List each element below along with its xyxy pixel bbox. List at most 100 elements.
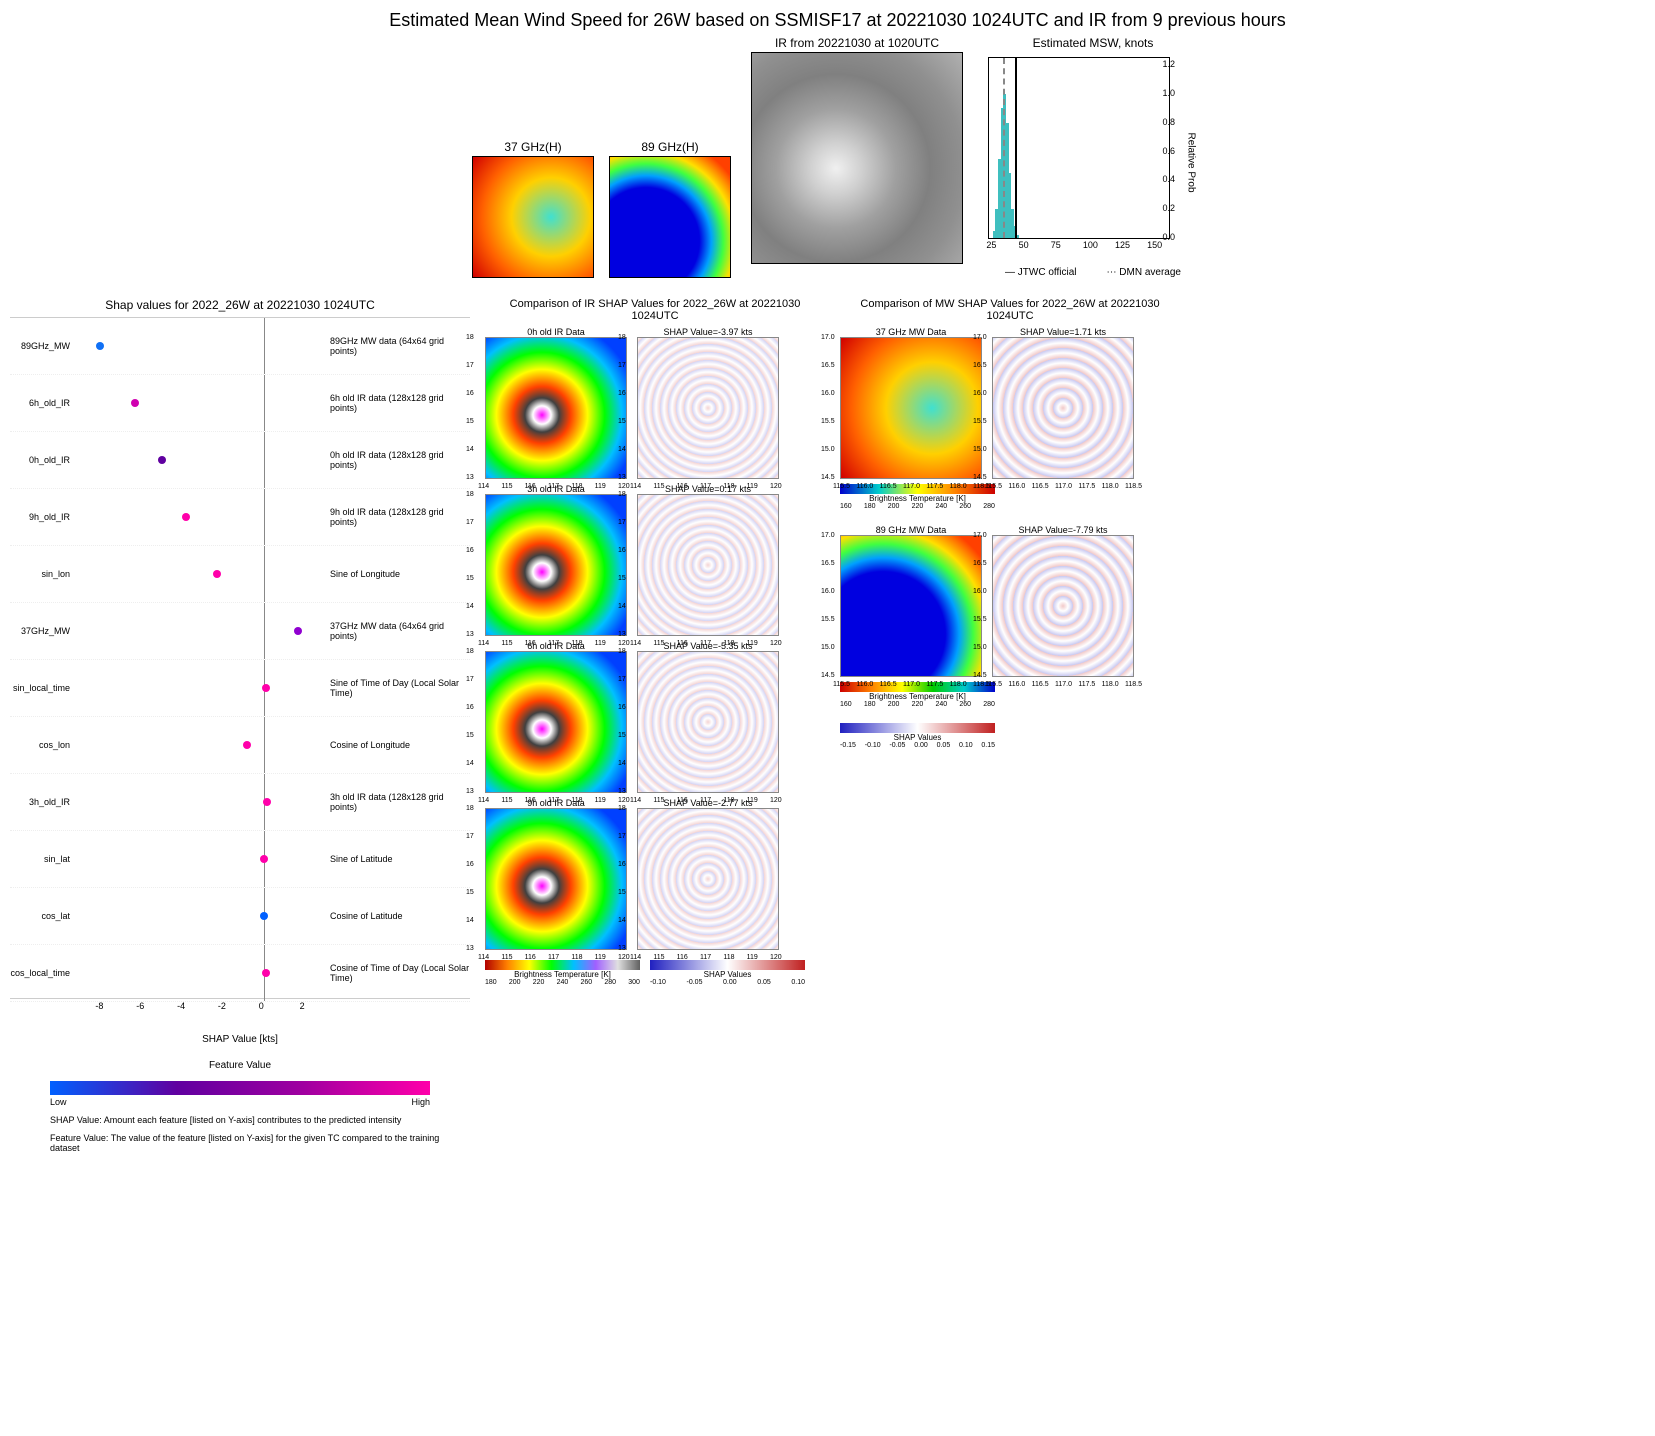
sub-img: 131415161718114115116117118119120 (485, 337, 627, 479)
shap-dot (213, 570, 221, 578)
sub-ytick: 15.5 (821, 418, 835, 425)
sub-ytick: 18 (618, 491, 626, 498)
cbar-tick: 200 (888, 503, 900, 510)
shap-ylabel: 9h_old_IR (10, 512, 74, 522)
sub-xtick: 117 (700, 640, 711, 647)
sub-ytick: 17 (466, 519, 474, 526)
shap-track (80, 831, 325, 887)
sub-xtick: 114 (630, 483, 641, 490)
sub-ytick: 17.0 (821, 334, 835, 341)
shap-row: sin_lonSine of Longitude (10, 546, 470, 603)
cbar-tick: 240 (557, 979, 569, 986)
cbar-tick: 180 (485, 979, 497, 986)
ir-sub-row: 9h old IR Data13141516171811411511611711… (485, 798, 825, 950)
sub-ytick: 15.5 (973, 418, 987, 425)
sub-xtick: 118.5 (1125, 681, 1142, 688)
sub-ytick: 16.5 (973, 362, 987, 369)
sub-xtick: 119 (747, 797, 758, 804)
footnote-2: Feature Value: The value of the feature … (50, 1133, 470, 1153)
ir-sub-row: 0h old IR Data13141516171811411511611711… (485, 327, 825, 479)
sub-xtick: 117 (700, 797, 711, 804)
hist-xtick: 150 (1147, 240, 1162, 250)
sub-xtick: 116 (525, 640, 536, 647)
mw-bt-cbar-ticks: 160180200220240260280 (840, 503, 995, 510)
shap-ylabel: sin_local_time (10, 683, 74, 693)
mw-sub-row: 37 GHz MW Data14.515.015.516.016.517.011… (840, 327, 1180, 479)
sub-ytick: 16 (466, 861, 474, 868)
sub-xtick: 120 (618, 483, 630, 490)
sub-xtick: 120 (770, 954, 782, 961)
cbar-tick: 200 (888, 701, 900, 708)
hist-ytick: 0.8 (1162, 117, 1175, 127)
sub-xtick: 116 (525, 954, 536, 961)
shap-track (80, 546, 325, 602)
shap-track (80, 660, 325, 716)
sub-xtick: 117 (548, 954, 559, 961)
sub-ytick: 17.0 (973, 532, 987, 539)
sub-xtick: 116 (677, 954, 688, 961)
sub-xtick: 116 (677, 640, 688, 647)
sub-xtick: 117.5 (926, 681, 943, 688)
shap-track (80, 432, 325, 488)
sub-xtick: 116.5 (880, 681, 897, 688)
sub-xtick: 118 (571, 483, 582, 490)
ir-img (751, 52, 963, 264)
shap-ylabel: 37GHz_MW (10, 626, 74, 636)
zero-line (264, 375, 265, 431)
sub-xtick: 117 (548, 797, 559, 804)
sub-xtick: 115 (501, 640, 512, 647)
cbar-tick: 180 (864, 503, 876, 510)
sub-xtick: 115 (653, 483, 664, 490)
sub-ytick: 16 (466, 390, 474, 397)
sub-ytick: 13 (466, 474, 474, 481)
sub-ytick: 13 (618, 631, 626, 638)
hist-ytick: 0.6 (1162, 146, 1175, 156)
shap-panel: Shap values for 2022_26W at 20221030 102… (10, 298, 470, 1153)
sub-ytick: 14 (466, 446, 474, 453)
sub-xtick: 114 (478, 483, 489, 490)
cbar-tick: -0.05 (889, 742, 905, 749)
sub-xtick: 116 (677, 483, 688, 490)
sub-ytick: 15.5 (973, 616, 987, 623)
sub-ytick: 16.5 (973, 560, 987, 567)
sub-ytick: 17.0 (973, 334, 987, 341)
zero-line (264, 717, 265, 773)
sub-ytick: 14.5 (973, 672, 987, 679)
sub-ytick: 16 (618, 390, 626, 397)
sub-xtick: 117 (548, 483, 559, 490)
sub-panel: SHAP Value=-7.79 kts14.515.015.516.016.5… (992, 525, 1134, 677)
sub-panel: 6h old IR Data13141516171811411511611711… (485, 641, 627, 793)
main-title: Estimated Mean Wind Speed for 26W based … (10, 10, 1655, 31)
sub-ytick: 14 (618, 917, 626, 924)
sub-ytick: 16.5 (821, 362, 835, 369)
sub-ytick: 15 (618, 732, 626, 739)
sub-ytick: 13 (466, 631, 474, 638)
hist-xtick: 75 (1051, 240, 1061, 250)
sub-xtick: 118 (723, 640, 734, 647)
cbar-tick: 260 (959, 503, 971, 510)
thumb-37ghz: 37 GHz(H) (472, 140, 594, 278)
thumb-37-img (472, 156, 594, 278)
sub-ytick: 17 (466, 833, 474, 840)
sub-title: 89 GHz MW Data (876, 525, 947, 535)
hist-title: Estimated MSW, knots (1033, 36, 1154, 50)
top-row: 37 GHz(H) 89 GHz(H) IR from 20221030 at … (10, 36, 1655, 278)
sub-xtick: 116.5 (1032, 483, 1049, 490)
hist-ytick: 1.2 (1162, 59, 1175, 69)
cbar-tick: -0.15 (840, 742, 856, 749)
sub-xtick: 117 (700, 483, 711, 490)
sub-img: 131415161718114115116117118119120 (485, 651, 627, 793)
microwave-thumbs: 37 GHz(H) 89 GHz(H) (472, 86, 731, 278)
sub-ytick: 18 (618, 648, 626, 655)
cbar-tick: 220 (912, 701, 924, 708)
sub-img: 131415161718114115116117118119120 (485, 494, 627, 636)
cbar-tick: 0.15 (981, 742, 995, 749)
mw-bt-cbar-label: Brightness Temperature [K] (840, 692, 995, 701)
hist-ytick: 0.0 (1162, 232, 1175, 242)
shap-xaxis: -8-6-4-202 (80, 999, 325, 1029)
sub-ytick: 15.5 (821, 616, 835, 623)
shap-row: 3h_old_IR3h old IR data (128x128 grid po… (10, 774, 470, 831)
shap-row: 37GHz_MW37GHz MW data (64x64 grid points… (10, 603, 470, 660)
sub-img: 131415161718114115116117118119120 (637, 337, 779, 479)
shap-row: 0h_old_IR0h old IR data (128x128 grid po… (10, 432, 470, 489)
